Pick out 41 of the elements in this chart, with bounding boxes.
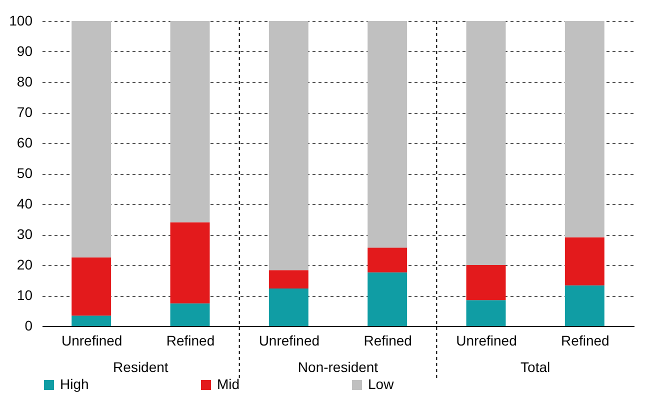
bar xyxy=(368,248,408,272)
bar xyxy=(268,288,308,326)
y-tick-label: 10 xyxy=(16,287,33,303)
y-tick-label: 100 xyxy=(9,12,33,28)
text: Total xyxy=(520,359,550,375)
x-tick-label: Unrefined xyxy=(258,332,320,348)
bar xyxy=(170,21,210,222)
y-tick-label: 50 xyxy=(16,165,33,181)
bar xyxy=(72,21,112,258)
y-tick-label: 90 xyxy=(16,43,33,59)
x-tick-label: Unrefined xyxy=(61,332,122,348)
x-tick-label: Refined xyxy=(561,332,610,348)
bar xyxy=(368,21,408,248)
bar xyxy=(466,300,506,326)
bar xyxy=(170,303,210,326)
y-tick-label: 0 xyxy=(24,318,33,334)
y-tick-label: 80 xyxy=(16,74,33,90)
bar xyxy=(466,21,506,265)
bar xyxy=(564,21,604,238)
bar xyxy=(268,270,308,288)
x-tick-label: Unrefined xyxy=(456,332,517,348)
y-tick-label: 70 xyxy=(16,104,33,120)
y-tick-label: 60 xyxy=(16,134,33,150)
bar xyxy=(564,237,604,286)
text: Resident xyxy=(113,359,168,375)
legend-label: Low xyxy=(368,376,395,392)
bar xyxy=(466,265,506,300)
legend-label: Mid xyxy=(217,376,240,392)
y-tick-label: 40 xyxy=(16,196,33,212)
bar xyxy=(268,21,308,270)
x-tick-label: Refined xyxy=(166,332,215,348)
bar xyxy=(564,285,604,326)
y-tick-label: 30 xyxy=(16,226,33,242)
bar xyxy=(368,272,408,326)
legend-label: High xyxy=(60,376,89,392)
text: Non-resident xyxy=(298,359,378,375)
bar xyxy=(72,316,112,326)
bar xyxy=(170,222,210,304)
bar xyxy=(72,257,112,316)
x-tick-label: Refined xyxy=(364,332,412,348)
y-tick-label: 20 xyxy=(16,256,33,272)
